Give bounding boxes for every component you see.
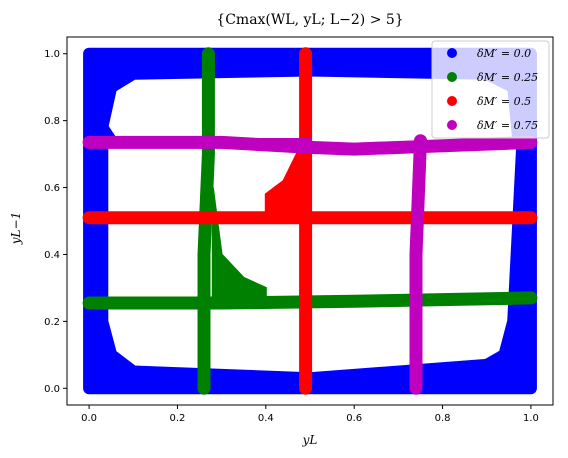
series-delta-0-25-horizontal-band <box>82 291 538 310</box>
y-tick-label: 0.2 <box>44 317 60 328</box>
y-tick-label: 0.6 <box>44 183 60 194</box>
legend-box <box>431 40 550 139</box>
axes: 0.0 0.2 0.4 0.6 0.8 1.0 0.0 0.2 0.4 0.6 0.8 1.0 <box>44 36 554 424</box>
legend-label: δM′ = 0.0 <box>477 47 531 60</box>
y-tick-label: 1.0 <box>44 49 60 60</box>
y-tick-label: 0.0 <box>44 384 60 395</box>
legend-marker <box>447 72 457 82</box>
legend-label: δM′ = 0.25 <box>477 71 538 84</box>
legend: δM′ = 0.0 δM′ = 0.25 δM′ = 0.5 δM′ = 0.75 <box>431 40 550 139</box>
y-axis-label: yL−1 <box>9 212 23 245</box>
legend-marker <box>447 96 457 106</box>
x-tick-label: 0.8 <box>435 413 451 424</box>
series-delta-0-75-horizontal-band <box>82 135 538 156</box>
series-delta-0-25-vertical-band <box>197 47 215 395</box>
legend-marker <box>447 120 457 130</box>
legend-label: δM′ = 0.5 <box>477 95 531 108</box>
plot-frame <box>66 36 554 406</box>
x-tick-label: 0.0 <box>81 413 97 424</box>
x-tick-label: 0.4 <box>258 413 274 424</box>
x-tick-label: 1.0 <box>523 413 539 424</box>
series-delta-0-25-tail <box>211 187 267 303</box>
plot-area <box>82 47 538 395</box>
legend-label: δM′ = 0.75 <box>477 119 538 132</box>
x-tick-label: 0.6 <box>346 413 362 424</box>
legend-marker <box>447 48 457 58</box>
y-tick-label: 0.8 <box>44 116 60 127</box>
x-tick-label: 0.2 <box>170 413 186 424</box>
x-axis-label: yL <box>302 433 318 447</box>
y-tick-label: 0.4 <box>44 250 60 261</box>
chart-title: {Cmax(WL, yL; L−2) > 5} <box>216 12 403 28</box>
series-delta-0-75-vertical-band <box>409 134 427 395</box>
